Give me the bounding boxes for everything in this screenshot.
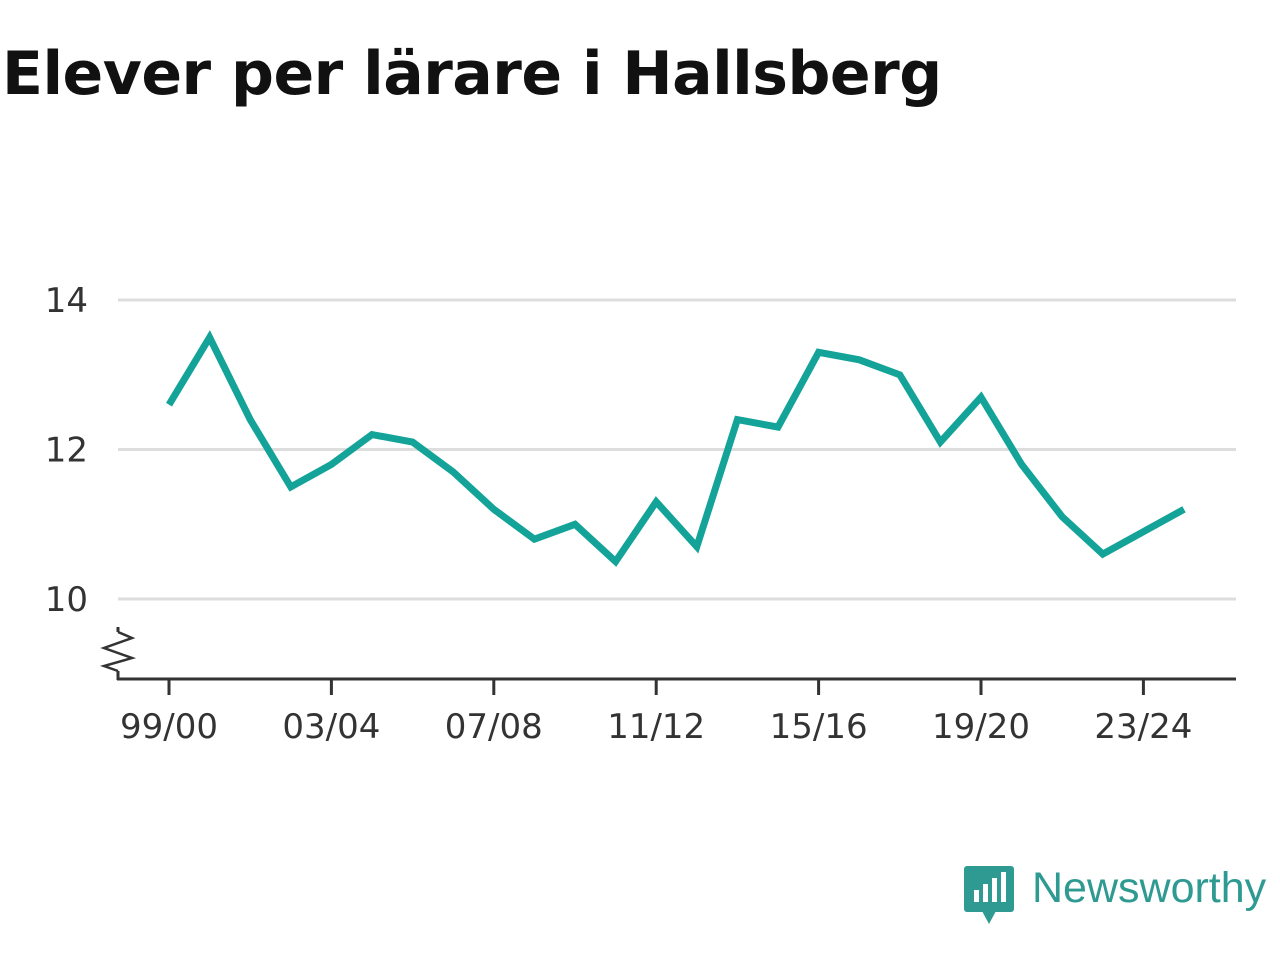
y-tick-label: 10: [45, 580, 88, 620]
brand-name: Newsworthy: [1032, 863, 1267, 912]
y-axis-ticks: 10 12 14: [45, 281, 88, 620]
axes: [99, 627, 1236, 681]
y-tick-label: 14: [45, 281, 88, 321]
chart-title: Elever per lärare i Hallsberg: [2, 39, 942, 109]
gridlines: [118, 298, 1236, 601]
x-tick-label: 99/00: [120, 707, 218, 747]
series-lines: [166, 330, 1186, 567]
y-tick-label: 12: [45, 431, 88, 471]
newsworthy-logo-icon: [964, 866, 1014, 924]
x-tick-label: 07/08: [445, 707, 543, 747]
series-line-0: [166, 330, 1186, 567]
x-tick-label: 23/24: [1094, 707, 1192, 747]
x-axis-ticks: 99/00 03/04 07/08 11/12 15/16 19/20 23/24: [120, 679, 1192, 747]
x-tick-label: 11/12: [607, 707, 705, 747]
axis-break-mark: [99, 630, 137, 673]
x-tick-label: 15/16: [770, 707, 868, 747]
x-tick-label: 03/04: [282, 707, 380, 747]
brand-logo: Newsworthy: [964, 863, 1267, 928]
x-tick-label: 19/20: [932, 707, 1030, 747]
